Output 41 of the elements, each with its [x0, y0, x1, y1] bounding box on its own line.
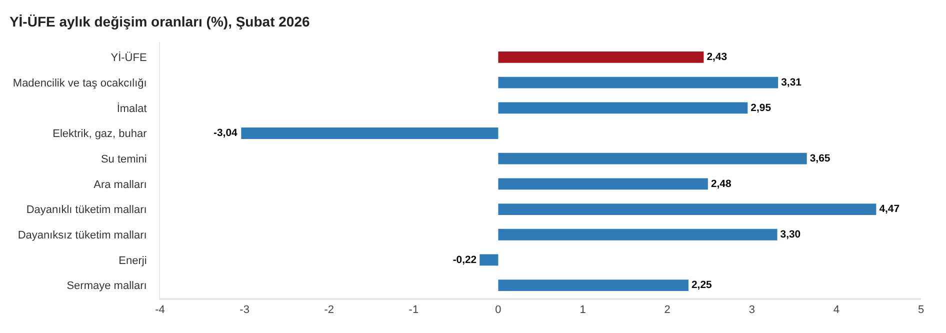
x-tick-label: -2 — [324, 304, 334, 316]
x-tick-label: -3 — [240, 304, 250, 316]
bar — [498, 204, 876, 215]
data-label: -3,04 — [214, 128, 238, 140]
bar — [498, 102, 748, 114]
x-tick-label: -1 — [408, 304, 419, 316]
y-tick-label: Yİ-ÜFE — [110, 51, 147, 64]
y-tick-label: Dayanıksız tüketim malları — [18, 229, 147, 242]
data-label: 4,47 — [879, 204, 900, 216]
data-label: 2,95 — [750, 102, 772, 114]
data-label: 3,30 — [780, 229, 801, 240]
x-tick-label: 3 — [748, 304, 755, 316]
data-label: 3,31 — [781, 77, 802, 88]
bar — [241, 128, 498, 139]
y-tick-label: İmalat — [116, 102, 147, 115]
data-label: 2,48 — [710, 178, 732, 190]
bar — [498, 76, 778, 88]
x-tick-label: 5 — [918, 304, 924, 316]
y-tick-label: Elektrik, gaz, buhar — [52, 128, 148, 140]
y-tick-label: Sermaye malları — [66, 280, 147, 292]
bar — [498, 280, 688, 292]
x-tick-label: 2 — [664, 304, 670, 316]
x-tick-label: 1 — [580, 304, 586, 316]
y-tick-label: Ara malları — [94, 178, 147, 191]
y-tick-label: Dayanıklı tüketim malları — [26, 204, 147, 216]
x-tick-label: 4 — [833, 304, 840, 316]
bar — [498, 52, 704, 63]
y-tick-label: Madencilik ve taş ocakcılığı — [12, 77, 147, 90]
bar — [480, 254, 498, 266]
x-tick-label: 0 — [495, 304, 502, 316]
y-tick-label: Enerji — [118, 254, 147, 267]
bar — [498, 228, 778, 240]
chart-title: Yİ-ÜFE aylık değişim oranları (%), Şubat 2026 — [9, 13, 310, 30]
bar — [498, 178, 708, 190]
data-label: 2,25 — [691, 280, 712, 292]
y-tick-label: Su temini — [100, 153, 147, 166]
data-label: 3,65 — [810, 153, 830, 164]
x-tick-label: -4 — [155, 304, 165, 316]
data-label: -0,22 — [452, 254, 477, 266]
data-label: 2,43 — [706, 52, 728, 64]
bar — [498, 152, 807, 164]
